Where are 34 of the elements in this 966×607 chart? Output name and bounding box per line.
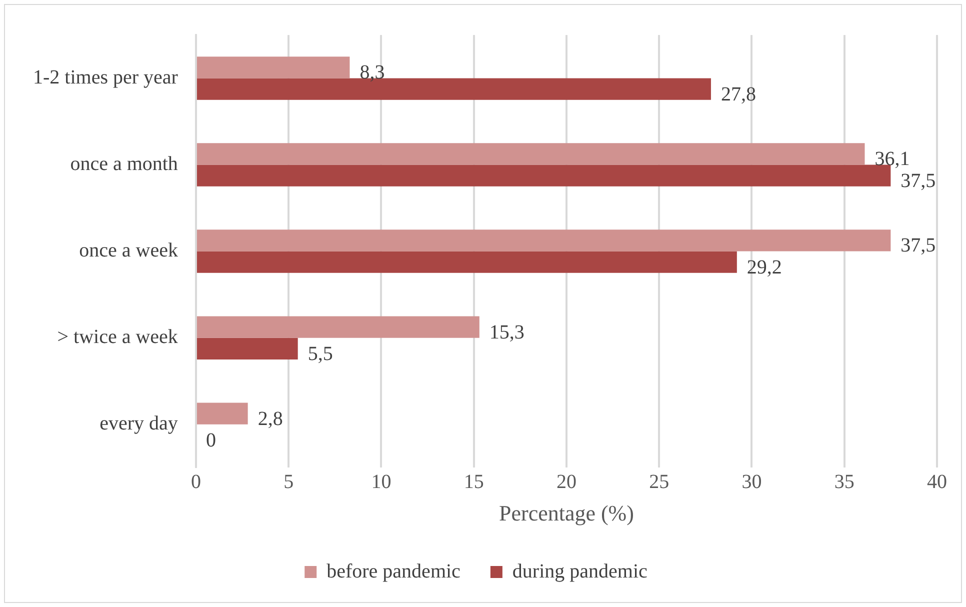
x-tick-label: 0 <box>190 470 201 493</box>
y-tick-label: > twice a week <box>57 326 178 348</box>
data-label: 2,8 <box>258 408 283 430</box>
legend-label: before pandemic <box>326 560 461 582</box>
x-tick-label: 30 <box>742 470 762 493</box>
y-tick-label: every day <box>100 412 178 435</box>
data-label: 5,5 <box>308 342 333 365</box>
x-tick-label: 5 <box>284 470 294 493</box>
data-label: 29,2 <box>746 256 782 278</box>
data-label: 27,8 <box>720 83 756 106</box>
data-label: 8,3 <box>360 62 385 84</box>
bar <box>196 338 298 360</box>
bar <box>196 402 248 424</box>
bar <box>196 56 350 78</box>
legend-label: during pandemic <box>512 560 648 582</box>
x-tick-label: 10 <box>371 470 392 493</box>
x-tick-label: 40 <box>927 470 947 493</box>
y-tick-label: once a month <box>70 153 178 176</box>
bar <box>196 251 737 273</box>
y-tick-label: once a week <box>79 240 178 262</box>
data-label: 15,3 <box>489 321 524 344</box>
x-tick-label: 25 <box>649 470 670 493</box>
bar <box>196 143 865 165</box>
y-tick-label: 1-2 times per year <box>32 66 178 89</box>
data-label: 0 <box>206 429 216 452</box>
x-axis-title: Percentage (%) <box>498 500 634 526</box>
x-tick-label: 35 <box>834 470 854 493</box>
data-label: 37,5 <box>900 170 936 192</box>
x-tick-label: 20 <box>556 470 576 493</box>
data-label: 36,1 <box>874 148 910 170</box>
bar <box>196 316 480 338</box>
x-tick-label: 15 <box>464 470 484 493</box>
bar <box>196 230 891 252</box>
data-label: 37,5 <box>900 234 936 257</box>
